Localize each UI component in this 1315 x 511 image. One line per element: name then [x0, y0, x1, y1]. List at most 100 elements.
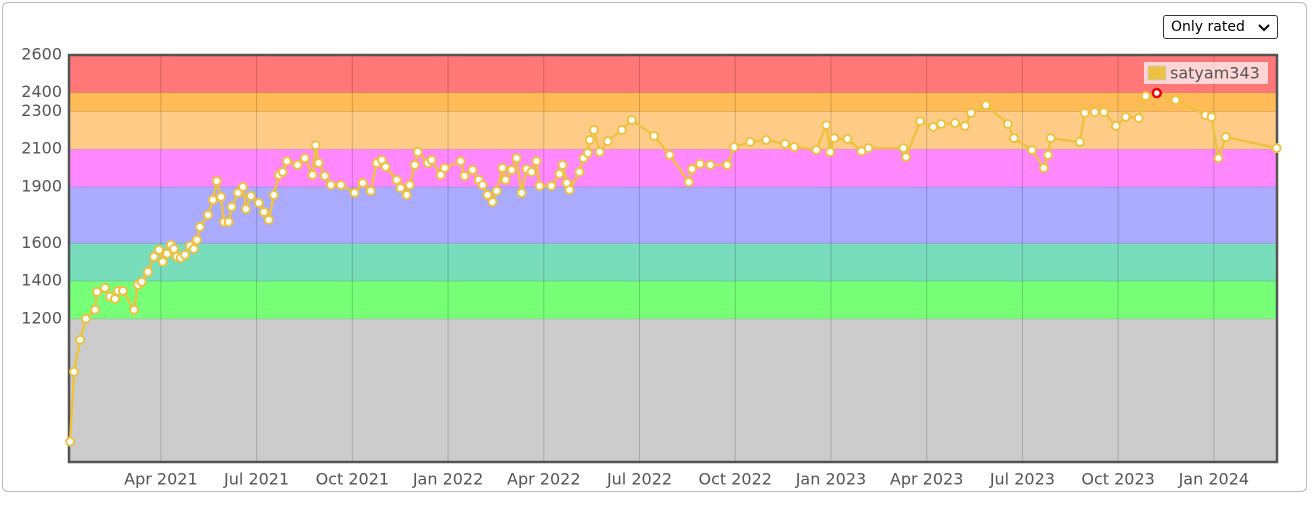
- rating-point: [129, 304, 140, 315]
- rating-point: [395, 183, 406, 194]
- rating-point: [1089, 107, 1100, 118]
- rating-point: [825, 147, 836, 158]
- rating-point: [506, 164, 517, 175]
- rating-point: [729, 141, 740, 152]
- rating-point: [237, 181, 248, 192]
- legend-label: satyam343: [1170, 64, 1260, 83]
- rating-point: [1079, 108, 1090, 119]
- rating-point: [310, 140, 321, 151]
- rating-point: [1008, 133, 1019, 144]
- rating-band: [69, 243, 1277, 282]
- rating-point: [459, 170, 470, 181]
- rating-point: [705, 160, 716, 171]
- rating-point: [616, 124, 627, 135]
- rating-point: [65, 436, 76, 447]
- rating-point: [1133, 113, 1144, 124]
- rating-point: [1045, 133, 1056, 144]
- rating-point: [1074, 137, 1085, 148]
- rating-point: [157, 256, 168, 267]
- rating-point: [1213, 153, 1224, 164]
- rating-point: [664, 150, 675, 161]
- rating-point: [898, 143, 909, 154]
- rating-point: [253, 197, 264, 208]
- rating-point: [307, 170, 318, 181]
- rating-point: [949, 118, 960, 129]
- rating-point: [357, 177, 368, 188]
- rating-point: [966, 108, 977, 119]
- rating-point: [365, 186, 376, 197]
- rating-point: [216, 191, 227, 202]
- rating-point: [232, 187, 243, 198]
- rating-point: [1043, 150, 1054, 161]
- x-tick-label: Apr 2023: [890, 470, 963, 489]
- rating-point: [404, 180, 415, 191]
- y-tick-label: 1200: [21, 308, 62, 327]
- rating-point: [226, 201, 237, 212]
- rating-point: [349, 187, 360, 198]
- rating-point: [829, 133, 840, 144]
- rating-point: [789, 141, 800, 152]
- rating-point: [557, 160, 568, 171]
- x-tick-label: Oct 2021: [316, 470, 389, 489]
- rating-point: [574, 167, 585, 178]
- x-tick-label: Oct 2023: [1081, 470, 1154, 489]
- rating-point: [194, 221, 205, 232]
- rating-point: [268, 190, 279, 201]
- rating-point: [936, 118, 947, 129]
- rating-point: [626, 115, 637, 126]
- rating-point: [526, 167, 537, 178]
- rating-point: [211, 176, 222, 187]
- x-tick-label: Apr 2021: [124, 470, 197, 489]
- rating-point: [277, 167, 288, 178]
- rating-point: [149, 251, 160, 262]
- x-tick-label: Jan 2024: [1178, 470, 1249, 489]
- rating-point: [439, 163, 450, 174]
- rating-band: [69, 55, 1277, 93]
- dropdown-arrow: [1258, 24, 1270, 32]
- x-tick-label: Jul 2022: [606, 470, 672, 489]
- plot-border: [67, 53, 1279, 464]
- rating-point: [380, 161, 391, 172]
- rating-point: [959, 121, 970, 132]
- y-tick-label: 1600: [21, 233, 62, 252]
- rating-point: [207, 194, 218, 205]
- rating-point: [281, 156, 292, 167]
- rating-point: [863, 143, 874, 154]
- rating-point: [477, 180, 488, 191]
- rating-point: [842, 134, 853, 145]
- rating-band: [69, 92, 1277, 112]
- rating-point: [511, 153, 522, 164]
- rating-point: [91, 286, 102, 297]
- rating-band: [69, 281, 1277, 319]
- rating-point: [299, 153, 310, 164]
- y-tick-label: 1900: [21, 176, 62, 195]
- rating-point: [594, 147, 605, 158]
- rating-point: [90, 304, 101, 315]
- rating-point: [202, 209, 213, 220]
- rating-band: [69, 111, 1277, 150]
- rating-point: [75, 334, 86, 345]
- x-tick-label: Jan 2023: [795, 470, 866, 489]
- rating-point: [487, 196, 498, 207]
- rating-point: [649, 131, 660, 142]
- x-tick-label: Jul 2023: [989, 470, 1055, 489]
- rating-point: [564, 184, 575, 195]
- rating-point: [722, 160, 733, 171]
- rating-point: [546, 180, 557, 191]
- rating-point: [500, 174, 511, 185]
- rating-point: [811, 144, 822, 155]
- y-tick-label: 1400: [21, 271, 62, 290]
- rating-point: [292, 160, 303, 171]
- rating-point: [761, 134, 772, 145]
- filter-select[interactable]: Only rated: [1163, 15, 1278, 39]
- rating-point: [412, 147, 423, 158]
- x-tick-label: Jul 2021: [223, 470, 289, 489]
- rating-point: [1026, 144, 1037, 155]
- rating-point: [1120, 111, 1131, 122]
- legend-box: [1144, 62, 1268, 84]
- x-tick-label: Jan 2022: [412, 470, 483, 489]
- rating-point: [223, 216, 234, 227]
- rating-point: [1206, 111, 1217, 122]
